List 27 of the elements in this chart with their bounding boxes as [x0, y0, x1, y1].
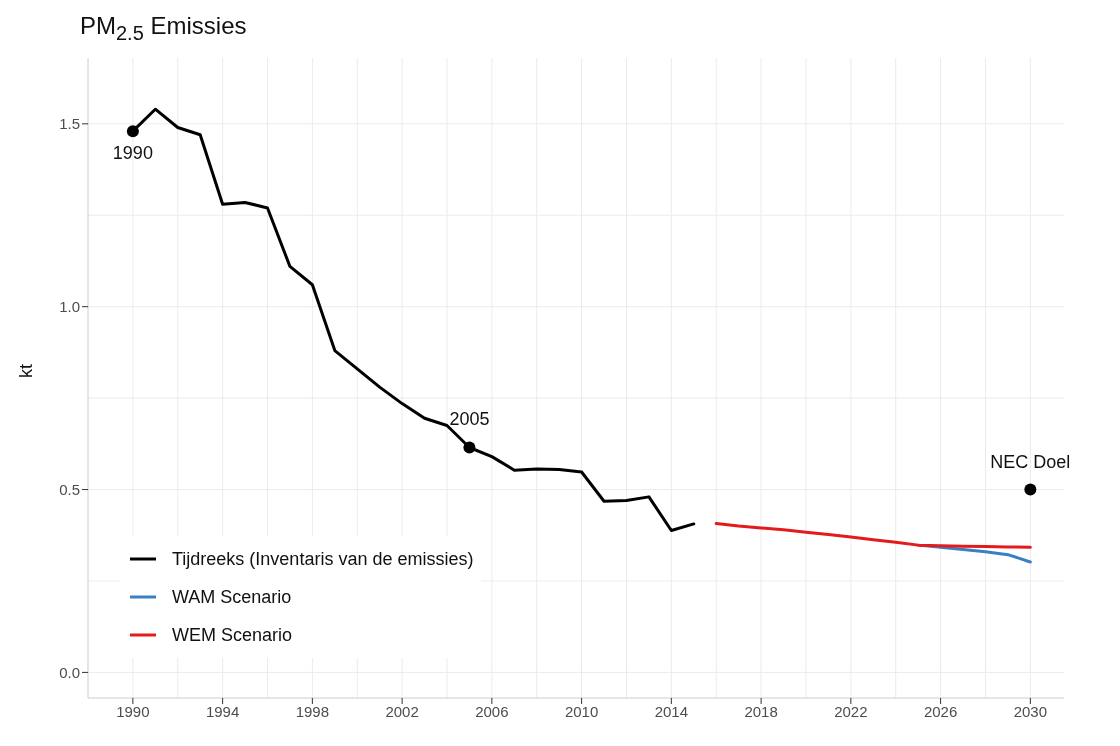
point	[463, 441, 476, 454]
x-tick-label: 2010	[564, 702, 599, 720]
point	[1024, 483, 1037, 496]
x-tick-label: 1994	[205, 702, 240, 720]
x-tick-label: 2014	[654, 702, 689, 720]
x-tick-label: 2022	[834, 702, 868, 720]
line-series	[714, 522, 1032, 549]
legend-label: WEM Scenario	[172, 624, 293, 646]
x-tick-label: 2030	[1013, 702, 1048, 720]
y-tick-label: 1.0	[59, 298, 80, 316]
x-tick-label: 2026	[923, 702, 958, 720]
legend-label: Tijdreeks (Inventaris van de emissies)	[172, 548, 474, 570]
legend-label: WAM Scenario	[172, 586, 292, 608]
annotation: 1990	[112, 143, 153, 164]
y-tick-label: 0.0	[59, 663, 80, 681]
y-tick-label: 0.5	[59, 480, 80, 498]
x-tick-label: 2018	[744, 702, 778, 720]
annotation: NEC Doel	[990, 451, 1071, 472]
y-axis-title: kt	[16, 363, 37, 378]
x-tick-label: 1990	[116, 702, 150, 720]
y-tick-label: 1.5	[59, 115, 80, 133]
chart-title: PM$_{2.5}$ Emissies	[80, 11, 248, 46]
annotation: 2005	[449, 409, 490, 430]
x-tick-label: 1998	[295, 702, 330, 720]
point	[126, 125, 139, 138]
x-tick-label: 2006	[475, 702, 509, 720]
x-tick-label: 2002	[385, 702, 419, 720]
